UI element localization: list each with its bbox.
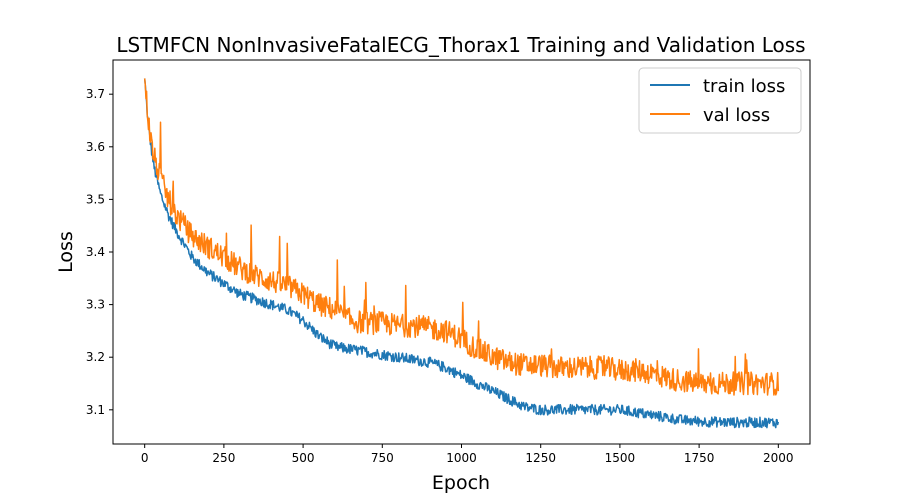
y-tick-label: 3.7 (86, 87, 105, 101)
chart-title: LSTMFCN NonInvasiveFatalECG_Thorax1 Trai… (116, 33, 805, 57)
x-tick-label: 2000 (763, 451, 794, 465)
x-axis: 0 250 500 750 1000 1250 1500 1750 2000 (141, 444, 794, 465)
legend-label-val: val loss (703, 105, 770, 126)
x-tick-label: 0 (141, 451, 149, 465)
y-axis-label: Loss (55, 231, 77, 273)
x-tick-label: 1750 (684, 451, 715, 465)
val-loss-line (143, 78, 780, 396)
x-tick-label: 1500 (605, 451, 636, 465)
y-tick-label: 3.1 (86, 403, 105, 417)
x-tick-label: 750 (371, 451, 394, 465)
x-tick-label: 1250 (525, 451, 556, 465)
legend-label-train: train loss (703, 76, 785, 97)
x-tick-label: 500 (292, 451, 315, 465)
legend: train loss val loss (638, 67, 802, 134)
x-axis-label: Epoch (432, 472, 490, 494)
y-axis: 3.1 3.2 3.3 3.4 3.5 3.6 3.7 (86, 87, 113, 417)
y-tick-label: 3.2 (86, 350, 105, 364)
x-tick-label: 250 (212, 451, 235, 465)
x-tick-label: 1000 (446, 451, 477, 465)
series-layer (143, 78, 780, 429)
y-tick-label: 3.5 (86, 192, 105, 206)
train-loss-line (143, 78, 780, 429)
y-tick-label: 3.4 (86, 245, 105, 259)
y-tick-label: 3.6 (86, 140, 105, 154)
y-tick-label: 3.3 (86, 298, 105, 312)
